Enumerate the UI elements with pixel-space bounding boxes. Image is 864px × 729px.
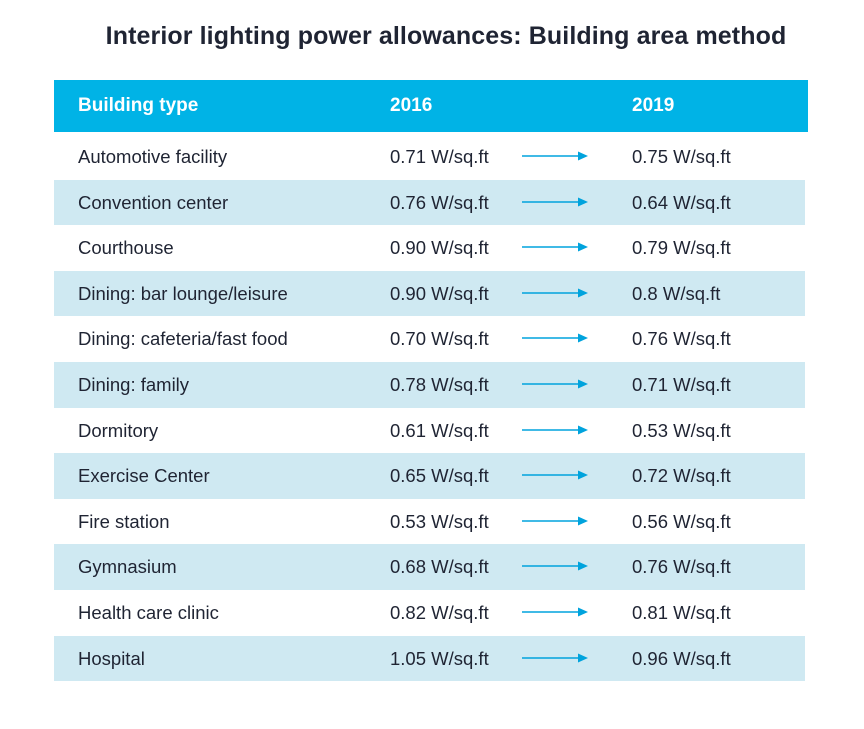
- right-arrow-icon: [522, 470, 588, 480]
- value-2019-cell: 0.53 W/sq.ft: [632, 419, 731, 441]
- right-arrow-icon: [522, 288, 588, 298]
- column-header-2019: 2019: [632, 95, 675, 116]
- value-2016-cell: 0.53 W/sq.ft: [390, 510, 489, 532]
- table-row: Dining: cafeteria/fast food 0.70 W/sq.ft 0…: [54, 316, 805, 362]
- value-2019-cell: 0.96 W/sq.ft: [632, 647, 731, 669]
- table-row: Fire station 0.53 W/sq.ft 0.56 W/sq.ft: [54, 499, 805, 545]
- value-2016-cell: 0.68 W/sq.ft: [390, 556, 489, 578]
- building-type-cell: Convention center: [78, 191, 229, 213]
- table-row: Health care clinic 0.82 W/sq.ft 0.81 W/sq.…: [54, 590, 805, 636]
- value-2019-cell: 0.71 W/sq.ft: [632, 373, 731, 395]
- table-row: Dormitory 0.61 W/sq.ft 0.53 W/sq.ft: [54, 408, 805, 454]
- right-arrow-icon: [522, 379, 588, 389]
- value-2019-cell: 0.64 W/sq.ft: [632, 191, 731, 213]
- table-row: Exercise Center 0.65 W/sq.ft 0.72 W/sq.ft: [54, 453, 805, 499]
- right-arrow-icon: [522, 333, 588, 343]
- right-arrow-icon: [522, 197, 588, 207]
- value-2016-cell: 0.61 W/sq.ft: [390, 419, 489, 441]
- table-body: Automotive facility 0.71 W/sq.ft 0.75 W/sq…: [54, 134, 808, 682]
- building-type-cell: Hospital: [78, 647, 145, 669]
- value-2016-cell: 0.90 W/sq.ft: [390, 237, 489, 259]
- value-2019-cell: 0.72 W/sq.ft: [632, 465, 731, 487]
- value-2019-cell: 0.81 W/sq.ft: [632, 601, 731, 623]
- right-arrow-icon: [522, 607, 588, 617]
- building-type-cell: Courthouse: [78, 237, 174, 259]
- building-type-cell: Gymnasium: [78, 556, 177, 578]
- table-row: Dining: bar lounge/leisure 0.90 W/sq.ft 0.…: [54, 270, 805, 317]
- table-row: Courthouse 0.90 W/sq.ft 0.79 W/sq.ft: [54, 225, 805, 271]
- value-2019-cell: 0.76 W/sq.ft: [632, 556, 731, 578]
- value-2016-cell: 1.05 W/sq.ft: [390, 647, 489, 669]
- right-arrow-icon: [522, 561, 588, 571]
- building-type-cell: Dormitory: [78, 419, 159, 441]
- value-2016-cell: 0.90 W/sq.ft: [390, 282, 489, 304]
- right-arrow-icon: [522, 242, 588, 252]
- right-arrow-icon: [522, 425, 588, 435]
- right-arrow-icon: [522, 516, 588, 526]
- value-2016-cell: 0.82 W/sq.ft: [390, 601, 489, 623]
- value-2016-cell: 0.71 W/sq.ft: [390, 146, 489, 167]
- building-type-cell: Dining: cafeteria/fast food: [78, 328, 288, 350]
- right-arrow-icon: [522, 653, 588, 663]
- value-2016-cell: 0.76 W/sq.ft: [390, 191, 489, 213]
- building-type-cell: Automotive facility: [78, 146, 228, 167]
- lighting-allowance-table: Building type 2016 2019 Automotive facil…: [54, 80, 808, 682]
- column-header-building-type: Building type: [78, 95, 199, 116]
- table-row: Convention center 0.76 W/sq.ft 0.64 W/sq.f…: [54, 179, 805, 226]
- value-2016-cell: 0.70 W/sq.ft: [390, 328, 489, 350]
- table-row: Dining: family 0.78 W/sq.ft 0.71 W/sq.ft: [54, 361, 805, 408]
- building-type-cell: Health care clinic: [78, 601, 219, 623]
- value-2019-cell: 0.75 W/sq.ft: [632, 146, 731, 167]
- table-row: Automotive facility 0.71 W/sq.ft 0.75 W/sq…: [54, 134, 805, 180]
- value-2016-cell: 0.78 W/sq.ft: [390, 373, 489, 395]
- building-type-cell: Fire station: [78, 510, 170, 532]
- building-type-cell: Exercise Center: [78, 465, 210, 487]
- column-header-2016: 2016: [390, 95, 433, 116]
- value-2019-cell: 0.76 W/sq.ft: [632, 328, 731, 350]
- building-type-cell: Dining: bar lounge/leisure: [78, 282, 288, 304]
- value-2019-cell: 0.8 W/sq.ft: [632, 282, 721, 304]
- building-type-cell: Dining: family: [78, 373, 190, 395]
- table-row: Gymnasium 0.68 W/sq.ft 0.76 W/sq.ft: [54, 544, 805, 590]
- value-2019-cell: 0.79 W/sq.ft: [632, 237, 731, 259]
- table-header: Building type 2016 2019: [54, 80, 808, 132]
- table-row: Hospital 1.05 W/sq.ft 0.96 W/sq.ft: [54, 635, 805, 682]
- right-arrow-icon: [522, 151, 588, 161]
- page-title: Interior lighting power allowances: Buil…: [105, 22, 787, 50]
- value-2016-cell: 0.65 W/sq.ft: [390, 465, 489, 487]
- value-2019-cell: 0.56 W/sq.ft: [632, 510, 731, 532]
